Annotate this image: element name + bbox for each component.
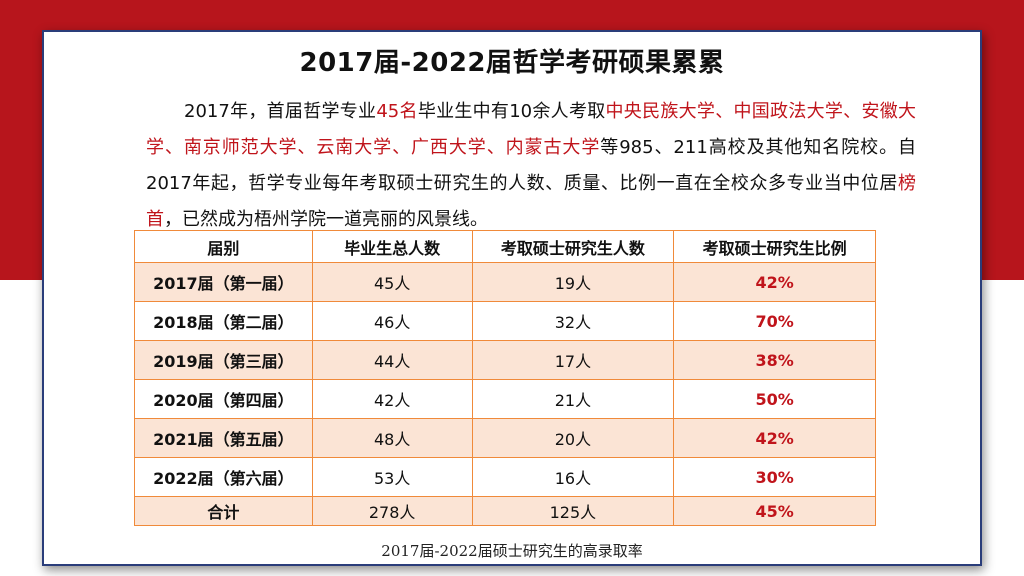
table-header-row: 届别 毕业生总人数 考取硕士研究生人数 考取硕士研究生比例 [134, 230, 876, 263]
intro-paragraph: 2017年，首届哲学专业45名毕业生中有10余人考取中央民族大学、中国政法大学、… [146, 94, 916, 238]
table-total-row: 合计 278人 125人 45% [134, 496, 876, 526]
cell-ratio: 50% [673, 379, 876, 419]
cell-total-admitted: 125人 [471, 496, 675, 526]
para-text-2: 毕业生中有10余人考取 [417, 101, 606, 122]
cell-graduates: 42人 [311, 379, 473, 419]
cell-ratio: 38% [673, 340, 876, 380]
cell-cohort: 2020届（第四届） [134, 379, 313, 419]
table-row: 2022届（第六届） 53人 16人 30% [134, 457, 876, 497]
admission-table: 届别 毕业生总人数 考取硕士研究生人数 考取硕士研究生比例 2017届（第一届）… [134, 230, 876, 526]
cell-cohort: 2021届（第五届） [134, 418, 313, 458]
slide-card: 2017届-2022届哲学考研硕果累累 2017年，首届哲学专业45名毕业生中有… [42, 30, 982, 566]
table-row: 2021届（第五届） 48人 20人 42% [134, 418, 876, 458]
table-row: 2019届（第三届） 44人 17人 38% [134, 340, 876, 380]
cell-graduates: 46人 [311, 301, 473, 341]
slide-title: 2017届-2022届哲学考研硕果累累 [299, 48, 725, 78]
cell-graduates: 53人 [311, 457, 473, 497]
table-caption: 2017届-2022届硕士研究生的高录取率 [381, 542, 643, 560]
table-row: 2018届（第二届） 46人 32人 70% [134, 301, 876, 341]
cell-cohort: 2018届（第二届） [134, 301, 313, 341]
header-cohort: 届别 [134, 230, 313, 263]
cell-total-ratio: 45% [673, 496, 876, 526]
cell-graduates: 44人 [311, 340, 473, 380]
para-text-3: 等985、211高校及其他知名院校。自2017年起，哲学专业每年考取硕士研究生的… [146, 137, 916, 194]
cell-admitted: 20人 [471, 418, 675, 458]
header-graduates: 毕业生总人数 [311, 230, 473, 263]
para-text-4: ，已然成为梧州学院一道亮丽的风景线。 [164, 209, 488, 230]
table-row: 2017届（第一届） 45人 19人 42% [134, 262, 876, 302]
para-highlight-count: 45名 [376, 101, 418, 122]
para-highlight-universities: 中央民族大学、中国政法大学、安徽大学、南京师范大学、云南大学、广西大学、内蒙古大… [146, 101, 917, 158]
para-text-1: 2017年，首届哲学专业 [184, 101, 377, 122]
cell-graduates: 48人 [311, 418, 473, 458]
cell-admitted: 21人 [471, 379, 675, 419]
cell-ratio: 42% [673, 262, 876, 302]
cell-admitted: 16人 [471, 457, 675, 497]
cell-cohort: 2019届（第三届） [134, 340, 313, 380]
cell-admitted: 17人 [471, 340, 675, 380]
cell-admitted: 19人 [471, 262, 675, 302]
cell-total-label: 合计 [134, 496, 313, 526]
cell-ratio: 42% [673, 418, 876, 458]
header-ratio: 考取硕士研究生比例 [673, 230, 876, 263]
table-row: 2020届（第四届） 42人 21人 50% [134, 379, 876, 419]
cell-ratio: 70% [673, 301, 876, 341]
para-highlight-top: 榜首 [146, 173, 916, 230]
cell-graduates: 45人 [311, 262, 473, 302]
cell-cohort: 2022届（第六届） [134, 457, 313, 497]
cell-total-graduates: 278人 [311, 496, 473, 526]
header-admitted: 考取硕士研究生人数 [471, 230, 675, 263]
cell-cohort: 2017届（第一届） [134, 262, 313, 302]
cell-ratio: 30% [673, 457, 876, 497]
cell-admitted: 32人 [471, 301, 675, 341]
